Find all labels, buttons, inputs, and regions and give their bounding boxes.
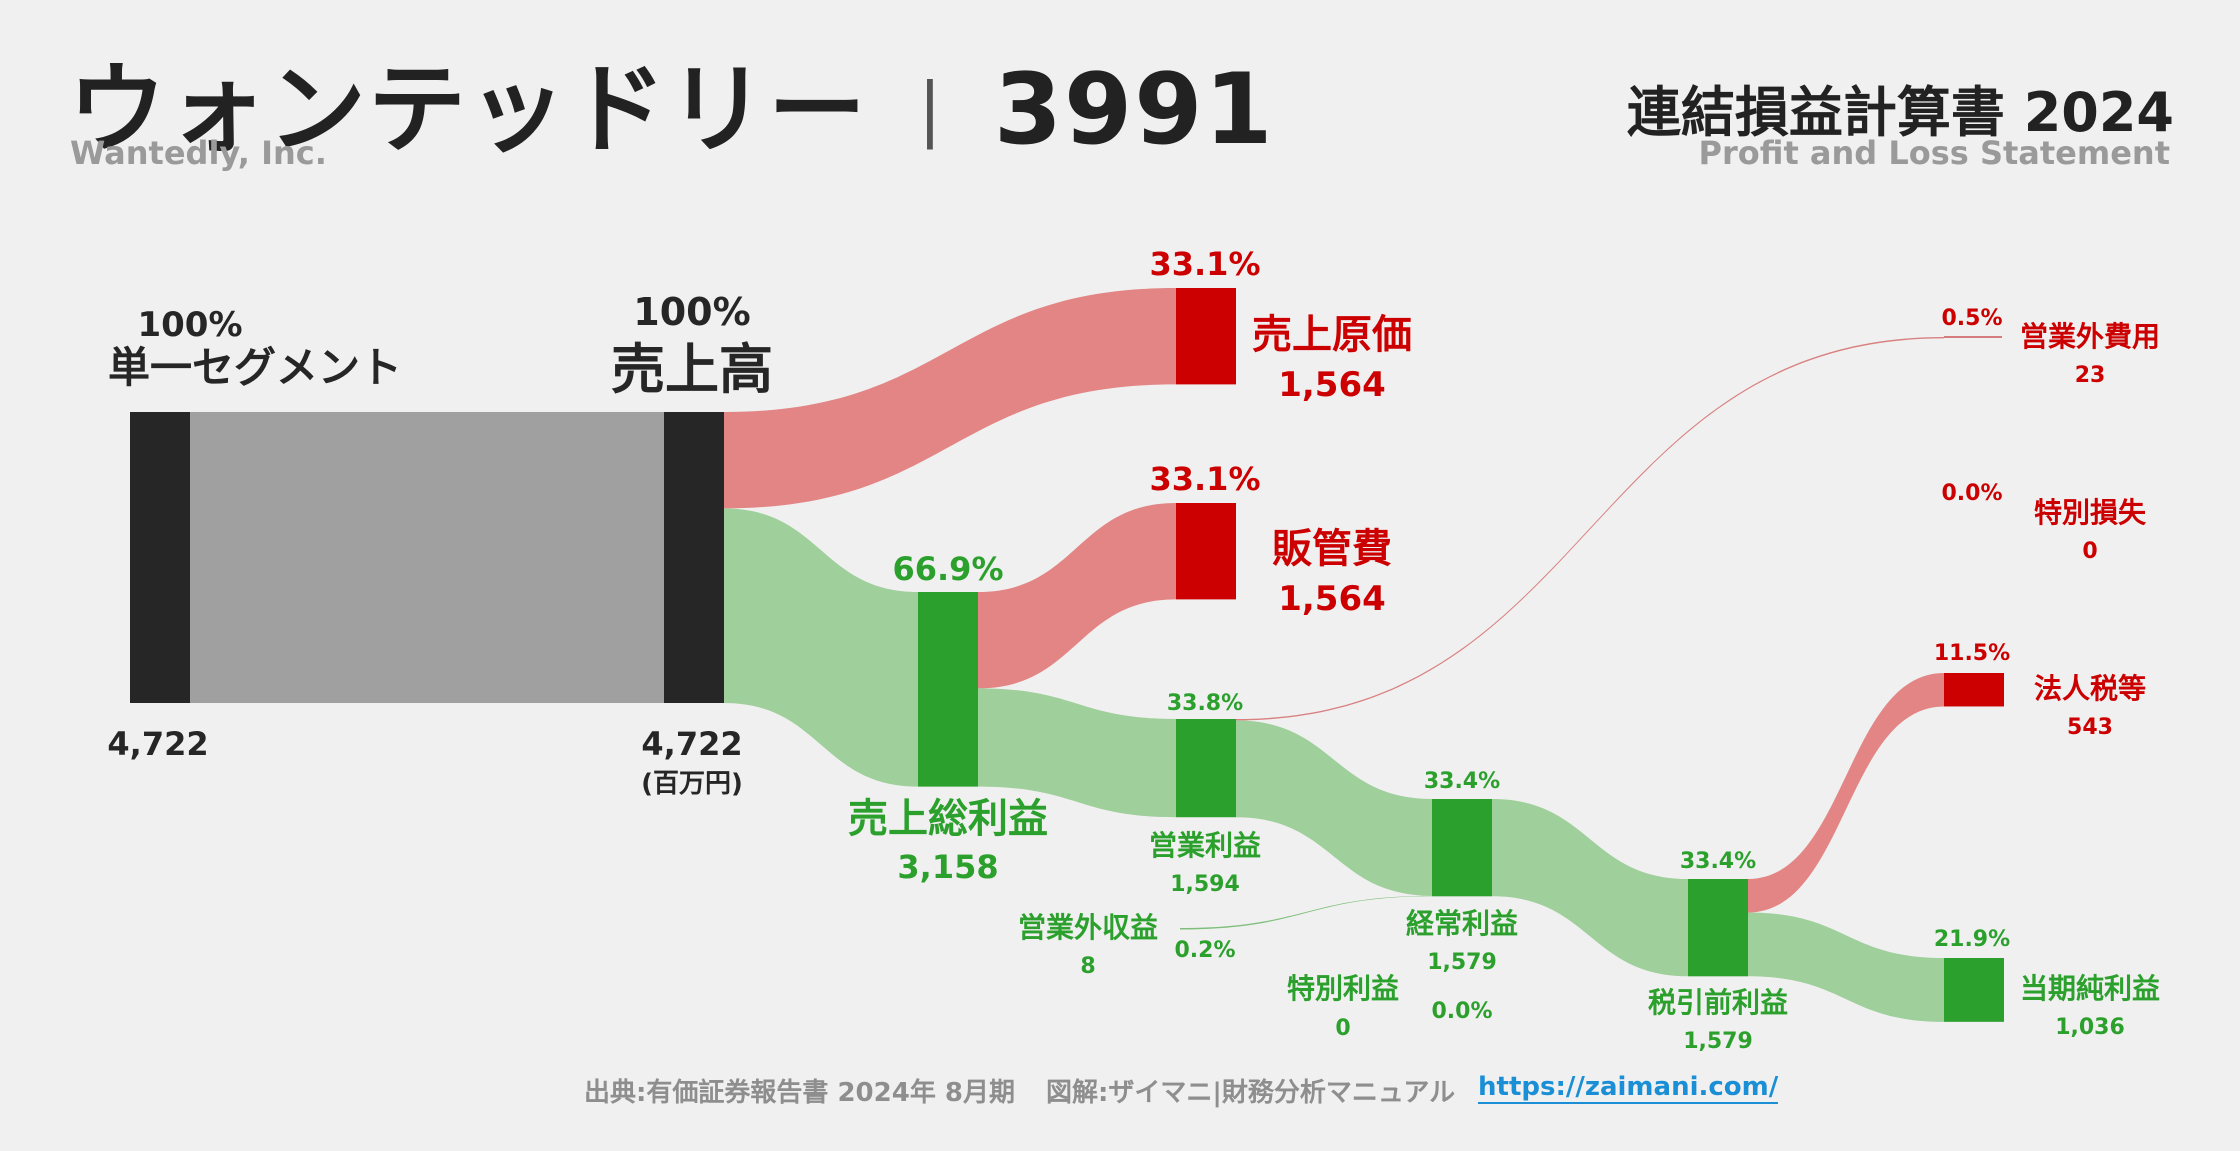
label-revenue-name: 売上高: [611, 338, 773, 401]
node-bar-segment: [130, 412, 190, 703]
label-segment-pct: 100%: [137, 305, 242, 345]
node-bar-revenue: [664, 412, 724, 703]
flow-gross-sga: [978, 503, 1176, 689]
label-tax-pct: 11.5%: [1934, 641, 2010, 666]
company-name-en: Wantedly, Inc.: [70, 134, 327, 172]
label-extra-loss-name: 特別損失: [2034, 496, 2147, 529]
label-operating-pct: 33.8%: [1167, 691, 1243, 716]
label-gross-value: 3,158: [897, 848, 998, 886]
label-ordinary-name: 経常利益: [1406, 907, 1518, 940]
label-net-name: 当期純利益: [2020, 972, 2160, 1005]
label-tax-name: 法人税等: [2034, 672, 2146, 705]
label-revenue-value: 4,722: [641, 725, 742, 763]
node-bar-pretax: [1688, 879, 1748, 977]
label-operating-name: 営業利益: [1149, 829, 1261, 862]
label-pretax-pct: 33.4%: [1680, 849, 1756, 874]
label-nonop-income-value: 8: [1080, 954, 1095, 979]
label-pretax-value: 1,579: [1683, 1029, 1753, 1054]
label-extra-income-name: 特別利益: [1287, 972, 1399, 1005]
footer-link[interactable]: https://zaimani.com/: [1478, 1072, 1779, 1104]
title-separator: |: [918, 68, 944, 150]
label-sga-value: 1,564: [1278, 579, 1386, 619]
company-name: ウォンテッドリー: [68, 53, 869, 167]
label-sga-pct: 33.1%: [1149, 460, 1260, 498]
flow-segment-revenue: [190, 412, 664, 703]
label-extra-income-pct: 0.0%: [1431, 999, 1492, 1024]
label-nonop-income-name: 営業外収益: [1018, 911, 1158, 944]
node-bar-tax: [1944, 673, 2004, 707]
label-nonop-expense-name: 営業外費用: [2020, 320, 2160, 353]
flow-gross-operating: [978, 688, 1176, 818]
node-bar-sga: [1176, 503, 1236, 600]
statement-subtitle: Profit and Loss Statement: [1698, 134, 2170, 172]
flow-pretax-net: [1748, 912, 1944, 1022]
node-bar-cogs: [1176, 288, 1236, 385]
label-gross-pct: 66.9%: [892, 550, 1003, 588]
label-segment-name: 単一セグメント: [108, 343, 402, 392]
label-cogs-pct: 33.1%: [1149, 245, 1260, 283]
flow-operating-ordinary: [1236, 720, 1432, 896]
label-net-value: 1,036: [2055, 1015, 2125, 1040]
flow-operating-nonop-expense: [1236, 337, 1944, 721]
label-nonop-income-pct: 0.2%: [1174, 938, 1235, 963]
label-ordinary-value: 1,579: [1427, 950, 1497, 975]
flow-ordinary-pretax: [1492, 799, 1688, 977]
flow-nonop-income-ordinary: [1180, 895, 1432, 930]
node-bar-operating: [1176, 719, 1236, 818]
flow-pretax-tax: [1748, 673, 1944, 913]
footer-credit: 図解:ザイマニ|財務分析マニュアル: [1046, 1078, 1456, 1108]
ticker-code: 3991: [993, 53, 1275, 167]
page-title: ウォンテッドリー | 3991: [68, 30, 1275, 172]
node-bar-gross: [918, 592, 978, 787]
label-unit: (百万円): [641, 769, 743, 799]
label-sga-name: 販管費: [1272, 526, 1392, 572]
statement-title: 連結損益計算書 2024: [1626, 81, 2174, 144]
label-revenue-pct: 100%: [633, 290, 750, 334]
label-nonop-expense-value: 23: [2075, 363, 2106, 388]
label-operating-value: 1,594: [1170, 872, 1240, 897]
label-segment-value: 4,722: [107, 725, 208, 763]
label-net-pct: 21.9%: [1934, 927, 2010, 952]
label-extra-income-value: 0: [1335, 1016, 1350, 1041]
label-cogs-name: 売上原価: [1252, 312, 1412, 358]
label-ordinary-pct: 33.4%: [1424, 769, 1500, 794]
label-nonop-expense-pct: 0.5%: [1941, 306, 2002, 331]
label-cogs-value: 1,564: [1278, 365, 1386, 405]
node-bar-ordinary: [1432, 799, 1492, 897]
label-tax-value: 543: [2067, 715, 2113, 740]
label-extra-loss-value: 0: [2082, 539, 2097, 564]
node-bar-net: [1944, 958, 2004, 1022]
label-gross-name: 売上総利益: [848, 796, 1048, 842]
footer-source: 出典:有価証券報告書 2024年 8月期: [584, 1078, 1015, 1108]
label-extra-loss-pct: 0.0%: [1941, 481, 2002, 506]
flow-revenue-cogs: [724, 288, 1176, 509]
label-pretax-name: 税引前利益: [1648, 986, 1788, 1019]
flow-revenue-gross: [724, 508, 918, 787]
